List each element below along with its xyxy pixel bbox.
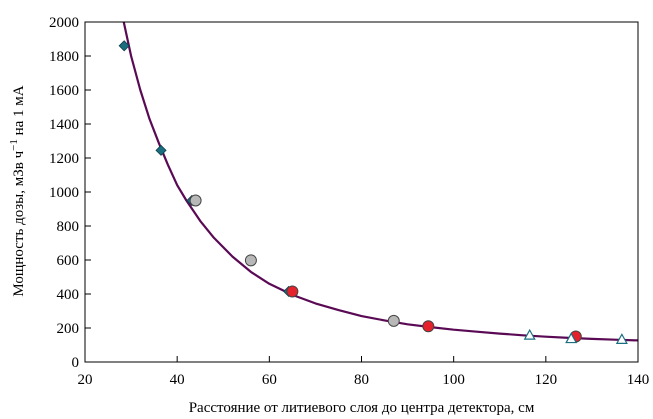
y-tick-label: 600 xyxy=(57,253,80,269)
y-tick-label: 1400 xyxy=(49,117,79,133)
diamond-marker xyxy=(155,144,167,156)
y-axis-label: Мощность дозы, мЗв ч−1 на 1 мА xyxy=(8,85,27,296)
x-tick-label: 100 xyxy=(442,372,465,388)
circle-marker xyxy=(244,254,257,267)
circle-marker xyxy=(286,285,299,298)
y-tick-label: 1000 xyxy=(49,185,79,201)
y-axis-label-tail: на 1 мА xyxy=(11,85,27,139)
triangle-marker xyxy=(523,328,536,340)
y-tick-label: 1800 xyxy=(49,49,79,65)
diamond-marker xyxy=(118,40,130,52)
y-tick-label: 1600 xyxy=(49,83,79,99)
y-tick-label: 2000 xyxy=(49,15,79,31)
circle-marker xyxy=(387,314,400,327)
y-tick-label: 0 xyxy=(72,355,80,371)
x-axis-label: Расстояние от литиевого слоя до центра д… xyxy=(189,400,535,416)
x-tick-label: 80 xyxy=(354,372,369,388)
triangle-marker xyxy=(615,333,628,344)
y-tick-label: 800 xyxy=(57,219,80,235)
y-axis-label-main: Мощность дозы, мЗв ч xyxy=(11,150,27,296)
y-tick-label: 200 xyxy=(57,321,80,337)
y-axis-label-superscript: −1 xyxy=(8,139,20,151)
y-tick-label: 1200 xyxy=(49,151,79,167)
data-markers xyxy=(118,40,628,344)
triangle-marker xyxy=(565,332,578,344)
x-tick-label: 140 xyxy=(627,372,650,388)
x-tick-label: 40 xyxy=(170,372,185,388)
x-tick-label: 120 xyxy=(535,372,558,388)
circle-marker xyxy=(189,194,202,207)
circle-marker xyxy=(422,320,435,333)
axis-ticks: 20 40 60 80 100 120 14002004006008001000120014… xyxy=(49,15,649,388)
x-tick-label: 20 xyxy=(78,372,93,388)
y-tick-label: 400 xyxy=(57,287,80,303)
x-tick-label: 60 xyxy=(262,372,277,388)
